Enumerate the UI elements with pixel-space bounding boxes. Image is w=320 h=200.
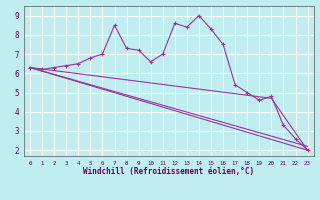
X-axis label: Windchill (Refroidissement éolien,°C): Windchill (Refroidissement éolien,°C) <box>83 167 254 176</box>
